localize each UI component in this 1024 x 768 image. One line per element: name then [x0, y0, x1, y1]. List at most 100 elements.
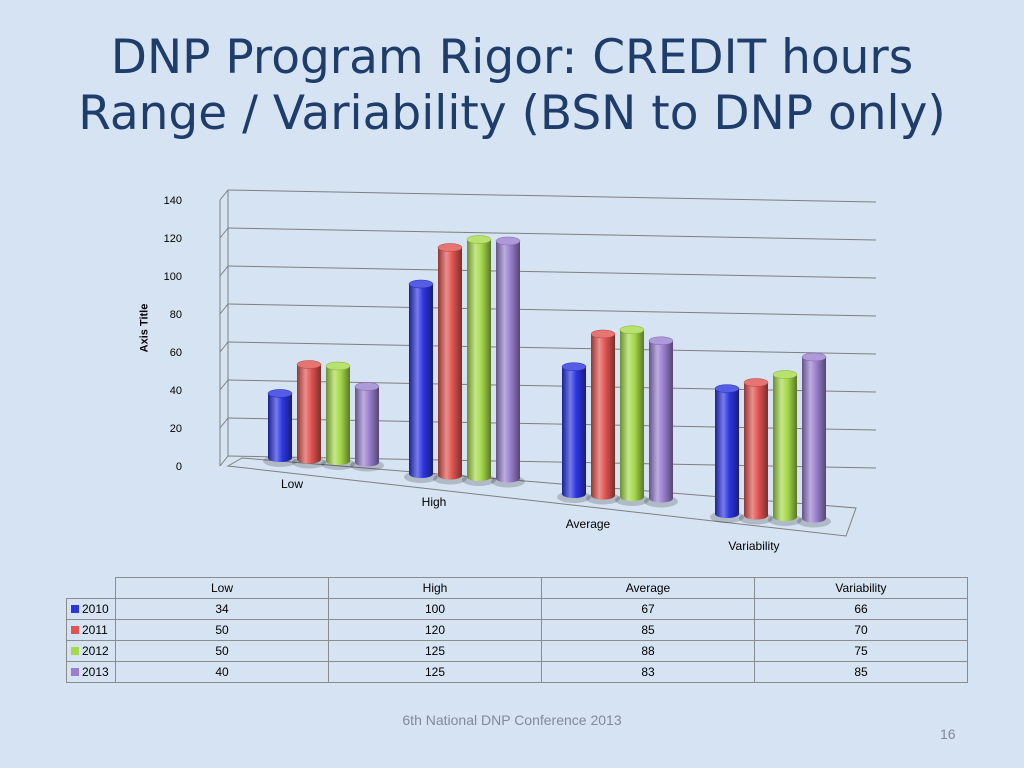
bar-top: [354, 382, 380, 391]
bar-body: [620, 329, 644, 501]
gridline: [227, 227, 877, 241]
bar-top: [466, 235, 492, 244]
bar-2010-low: [263, 389, 297, 467]
data-table-cell: 88: [541, 640, 755, 662]
chart-area: 0 20 40 60 80 100 120 140 Low High Average Variabil…: [140, 172, 880, 560]
gridline-side: [219, 379, 229, 391]
bar-2013-variability: [797, 352, 831, 528]
gridline: [227, 341, 877, 355]
x-tick-label: Variability: [728, 539, 779, 553]
bar-top: [743, 378, 769, 387]
data-table-row: 2011 50 120 85 70: [66, 619, 968, 641]
bar-body: [355, 386, 379, 467]
slide-title-line-2: Range / Variability (BSN to DNP only): [78, 86, 946, 141]
data-table-cell: 125: [328, 640, 542, 662]
gridline-side: [219, 265, 229, 277]
data-table-cell: 85: [754, 661, 968, 683]
bar-top: [267, 389, 293, 398]
bar-2011-low: [292, 360, 326, 469]
bar-2011-high: [433, 243, 467, 485]
data-table-cell: 50: [115, 619, 329, 641]
data-table-cell: 66: [754, 598, 968, 620]
bar-2012-average: [615, 325, 649, 506]
legend-swatch-2011: [71, 626, 79, 634]
data-table-cell: 100: [328, 598, 542, 620]
gridline-side: [219, 303, 229, 315]
x-tick-label: Low: [281, 477, 303, 491]
y-tick-label: 0: [176, 461, 182, 473]
bar-body: [297, 364, 321, 464]
bar-top: [714, 384, 740, 393]
bar-top: [619, 325, 645, 335]
data-table-cell: 85: [541, 619, 755, 641]
data-table-header-average: Average: [541, 577, 755, 599]
bar-body: [744, 382, 768, 520]
cylinder-bar-chart: 0 20 40 60 80 100 120 140 Low High Average Variabil…: [164, 189, 877, 553]
legend-label: 2011: [82, 623, 108, 637]
chart-data-table: Low High Average Variability 2010 34 100…: [66, 577, 968, 683]
legend-entry-2012: 2012: [66, 640, 116, 662]
data-table-cell: 75: [754, 640, 968, 662]
y-tick-label: 80: [170, 309, 182, 321]
bar-body: [562, 366, 586, 498]
bar-2011-average: [586, 329, 620, 505]
data-table-cell: 120: [328, 619, 542, 641]
bar-body: [802, 357, 826, 523]
legend-label: 2012: [82, 644, 109, 658]
bar-top: [408, 279, 434, 289]
x-tick-label: Average: [566, 517, 611, 531]
bar-2012-high: [462, 235, 496, 486]
data-table-corner: [66, 577, 116, 599]
legend-swatch-2013: [71, 668, 79, 676]
bar-top: [772, 370, 798, 379]
gridline-side: [219, 455, 229, 467]
bar-body: [715, 388, 739, 518]
legend-swatch-2012: [71, 647, 79, 655]
bar-top: [325, 361, 351, 371]
legend-label: 2013: [82, 665, 109, 679]
bar-top: [590, 329, 616, 339]
bar-2010-variability: [710, 384, 744, 523]
legend-label: 2010: [82, 602, 109, 616]
page-number: 16: [940, 726, 956, 742]
data-table-cell: 50: [115, 640, 329, 662]
legend-entry-2011: 2011: [66, 619, 116, 641]
slide-title: DNP Program Rigor: CREDIT hours Range / …: [0, 30, 1024, 142]
gridline: [227, 189, 877, 203]
y-tick-label: 120: [164, 233, 182, 245]
data-table-header-low: Low: [115, 577, 329, 599]
legend-swatch-2010: [71, 605, 79, 613]
data-table-cell: 40: [115, 661, 329, 683]
bar-2010-average: [557, 362, 591, 503]
data-table-row: 2012 50 125 88 75: [66, 640, 968, 662]
bar-top: [437, 243, 463, 252]
chart-floor: [226, 457, 857, 537]
data-table-header-variability: Variability: [754, 577, 968, 599]
gridline-side: [219, 341, 229, 353]
y-tick-label: 40: [170, 385, 182, 397]
slide-title-line-1: DNP Program Rigor: CREDIT hours: [110, 30, 914, 85]
bar-top: [801, 352, 827, 362]
bar-top: [648, 336, 674, 346]
data-table-row: 2010 34 100 67 66: [66, 598, 968, 620]
bar-body: [268, 393, 292, 462]
bar-2011-variability: [739, 378, 773, 525]
bar-body: [773, 374, 797, 521]
gridline: [227, 265, 877, 279]
bar-2013-average: [644, 336, 678, 508]
legend-entry-2010: 2010: [66, 598, 116, 620]
bar-body: [467, 239, 491, 481]
data-table-cell: 70: [754, 619, 968, 641]
bar-top: [296, 360, 322, 369]
y-tick-label: 60: [170, 347, 182, 359]
y-tick-label: 20: [170, 423, 182, 435]
bar-body: [649, 340, 673, 503]
bar-body: [496, 241, 520, 483]
legend-entry-2013: 2013: [66, 661, 116, 683]
bar-top: [495, 236, 521, 246]
gridline-side: [219, 417, 229, 429]
bar-body: [438, 247, 462, 480]
bar-2013-high: [491, 236, 525, 488]
y-tick-label: 100: [164, 271, 182, 283]
x-tick-label: High: [422, 495, 447, 509]
